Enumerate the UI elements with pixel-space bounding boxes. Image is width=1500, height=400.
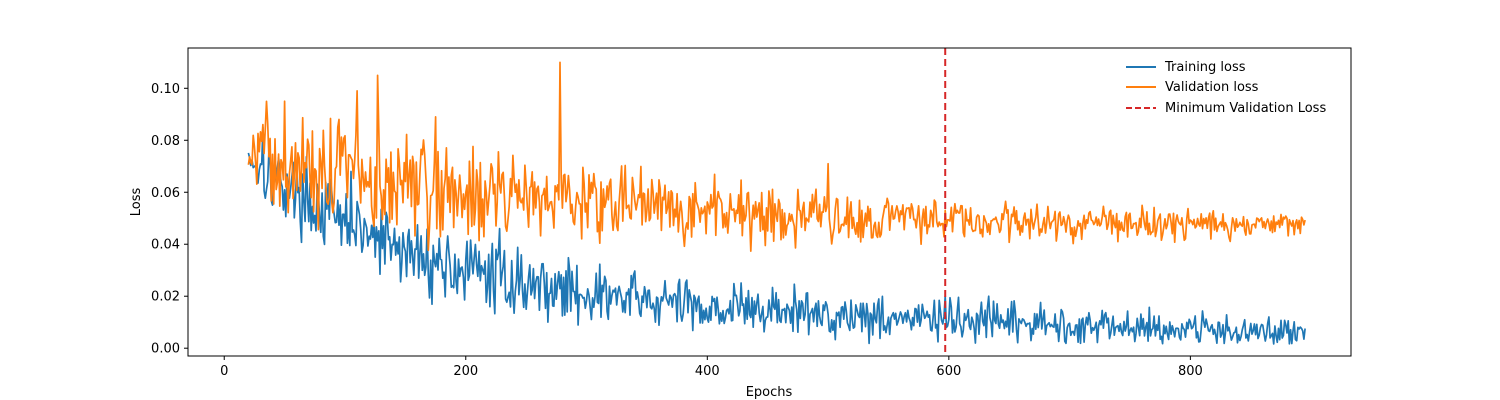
y-axis-label: Loss (129, 188, 144, 217)
x-axis-label: Epochs (746, 385, 793, 400)
plot-lines (247, 61, 1306, 345)
y-axis-ticks: 0.00 0.02 0.04 0.06 0.08 0.10 (151, 82, 188, 357)
y-tick-label: 0.10 (151, 82, 180, 97)
x-tick-label: 200 (453, 364, 478, 379)
y-tick-label: 0.08 (151, 134, 180, 149)
training-loss-line (247, 126, 1306, 345)
legend: Training loss Validation loss Minimum Va… (1126, 60, 1326, 116)
legend-label-validation: Validation loss (1165, 80, 1259, 95)
legend-label-training: Training loss (1164, 60, 1246, 75)
legend-label-min-val-loss: Minimum Validation Loss (1165, 101, 1326, 116)
x-tick-label: 800 (1178, 364, 1203, 379)
y-tick-label: 0.02 (151, 290, 180, 305)
validation-loss-line (247, 61, 1306, 252)
x-axis-ticks: 0 200 400 600 800 (220, 356, 1203, 379)
x-tick-label: 400 (695, 364, 720, 379)
y-tick-label: 0.04 (151, 238, 180, 253)
y-tick-label: 0.00 (151, 342, 180, 357)
x-tick-label: 600 (936, 364, 961, 379)
x-tick-label: 0 (220, 364, 228, 379)
y-tick-label: 0.06 (151, 186, 180, 201)
plot-frame (187, 47, 1352, 357)
